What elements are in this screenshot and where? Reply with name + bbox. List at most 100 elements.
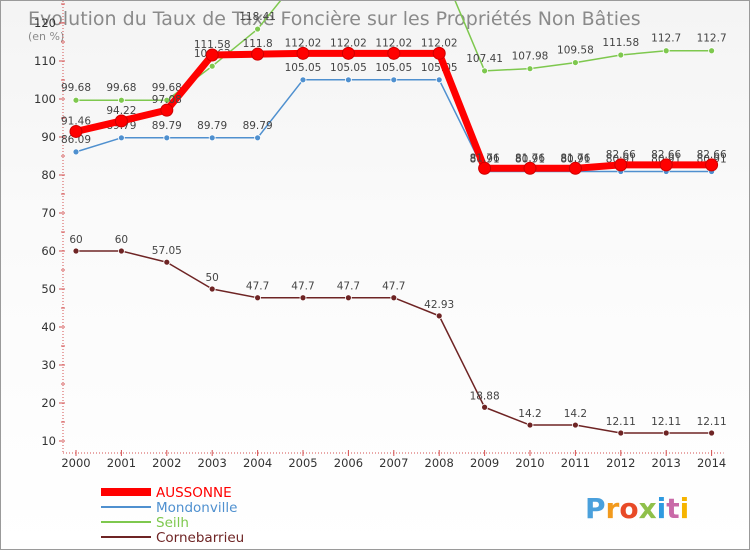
data-point-aussonne — [432, 46, 446, 60]
data-label-cornebarrieu: 18.88 — [470, 390, 500, 402]
y-tick-label: 30 — [41, 358, 56, 372]
data-label-seilh: 99.68 — [152, 82, 182, 94]
data-label-seilh: 112.7 — [697, 33, 727, 45]
data-point-seilh — [254, 25, 262, 33]
data-point-seilh — [708, 47, 715, 55]
data-label-mondonville: 89.79 — [243, 120, 273, 132]
logo-text: Proxiti — [585, 492, 689, 525]
data-point-aussonne — [251, 47, 265, 61]
x-tick-label: 2008 — [425, 456, 454, 470]
data-point-cornebarrieu — [481, 403, 489, 411]
data-point-aussonne — [205, 48, 219, 62]
chart-subtitle: (en %) — [28, 30, 64, 43]
y-tick-label: 60 — [41, 244, 56, 258]
data-point-seilh — [526, 65, 534, 73]
data-label-cornebarrieu: 60 — [69, 234, 82, 246]
data-label-mondonville: 105.05 — [375, 62, 412, 74]
y-tick-label: 80 — [41, 168, 56, 182]
y-tick-label: 20 — [41, 396, 56, 410]
data-label-aussonne: 81.76 — [470, 152, 500, 164]
legend-label-cornebarrieu: Cornebarrieu — [156, 530, 244, 546]
data-point-mondonville — [254, 134, 262, 142]
x-tick-label: 2011 — [561, 456, 590, 470]
data-label-aussonne: 112.02 — [285, 37, 322, 49]
y-tick-label: 50 — [41, 282, 56, 296]
data-point-seilh — [662, 47, 670, 55]
y-tick-label: 120 — [34, 16, 56, 30]
data-label-seilh: 118.41 — [239, 11, 276, 23]
x-tick-label: 2007 — [379, 456, 408, 470]
data-point-cornebarrieu — [72, 247, 80, 255]
data-point-aussonne — [705, 158, 719, 172]
data-point-cornebarrieu — [118, 247, 125, 255]
data-label-mondonville: 80.91 — [560, 154, 590, 166]
data-label-seilh: 99.68 — [61, 82, 91, 94]
data-label-extra: 97.08 — [152, 94, 182, 106]
data-point-aussonne — [160, 103, 174, 117]
data-point-seilh — [572, 59, 579, 66]
data-label-aussonne: 82.66 — [651, 149, 681, 161]
x-tick-label: 2004 — [243, 456, 272, 470]
data-label-cornebarrieu: 14.2 — [564, 408, 587, 420]
data-label-extra: 94.22 — [106, 105, 136, 117]
x-tick-label: 2001 — [107, 456, 136, 470]
data-point-mondonville — [299, 76, 307, 84]
legend-label-aussonne: AUSSONNE — [156, 485, 232, 501]
data-label-aussonne: 112.02 — [330, 37, 367, 49]
data-point-cornebarrieu — [617, 429, 625, 437]
data-point-cornebarrieu — [435, 312, 443, 320]
data-label-seilh: 112.7 — [651, 33, 681, 45]
proxiti-logo: Proxiti — [585, 492, 689, 525]
data-label-mondonville: 105.05 — [330, 62, 367, 74]
data-label-aussonne: 112.02 — [421, 37, 458, 49]
data-point-cornebarrieu — [572, 421, 579, 429]
x-tick-label: 2012 — [606, 456, 635, 470]
data-point-cornebarrieu — [526, 421, 534, 429]
x-tick-label: 2003 — [198, 456, 227, 470]
data-label-aussonne: 112.02 — [375, 37, 412, 49]
y-tick-label: 70 — [41, 206, 56, 220]
series-seilh: 99.6899.6899.68108.63118.41133.21133.211… — [61, 1, 727, 104]
y-tick-label: 100 — [34, 92, 56, 106]
data-label-aussonne: 91.46 — [61, 115, 91, 127]
data-point-mondonville — [208, 134, 216, 142]
data-label-mondonville: 80.91 — [515, 154, 545, 166]
data-point-seilh — [481, 67, 489, 75]
x-tick-label: 2009 — [470, 456, 499, 470]
data-point-seilh — [118, 96, 125, 104]
x-tick-label: 2013 — [652, 456, 681, 470]
data-point-mondonville — [435, 76, 443, 84]
data-point-aussonne — [659, 158, 673, 172]
data-point-cornebarrieu — [254, 294, 262, 302]
data-point-aussonne — [296, 46, 310, 60]
data-label-cornebarrieu: 57.05 — [152, 245, 182, 257]
data-point-mondonville — [72, 148, 80, 156]
data-label-seilh: 111.58 — [602, 37, 639, 49]
data-label-cornebarrieu: 47.7 — [246, 281, 269, 293]
data-point-seilh — [208, 62, 216, 70]
data-point-cornebarrieu — [708, 429, 715, 437]
x-tick-label: 2000 — [61, 456, 90, 470]
data-label-seilh: 109.58 — [557, 45, 594, 57]
data-label-mondonville: 89.79 — [197, 120, 227, 132]
data-label-cornebarrieu: 12.11 — [697, 416, 727, 428]
data-point-cornebarrieu — [208, 285, 216, 293]
x-tick-label: 2010 — [515, 456, 544, 470]
series-cornebarrieu: 60 60 57.05 50 47.7 47.7 47.7 47.7 42.93 18.88 14.… — [69, 234, 727, 437]
data-label-mondonville: 105.05 — [421, 62, 458, 74]
plot-area: 60 60 57.05 50 47.7 47.7 47.7 47.7 42.93 18.88 14.… — [61, 1, 727, 437]
data-label-aussonne: 111.8 — [243, 38, 273, 50]
legend-label-seilh: Seilh — [156, 515, 189, 531]
chart-title: Evolution du Taux de Taxe Foncière sur l… — [28, 8, 641, 30]
data-label-cornebarrieu: 12.11 — [651, 416, 681, 428]
data-label-aussonne: 81.76 — [515, 152, 545, 164]
data-label-cornebarrieu: 14.2 — [518, 408, 541, 420]
data-point-aussonne — [614, 158, 628, 172]
data-point-mondonville — [344, 76, 352, 84]
data-label-mondonville: 89.79 — [152, 120, 182, 132]
x-tick-label: 2002 — [152, 456, 181, 470]
data-label-cornebarrieu: 47.7 — [291, 281, 314, 293]
